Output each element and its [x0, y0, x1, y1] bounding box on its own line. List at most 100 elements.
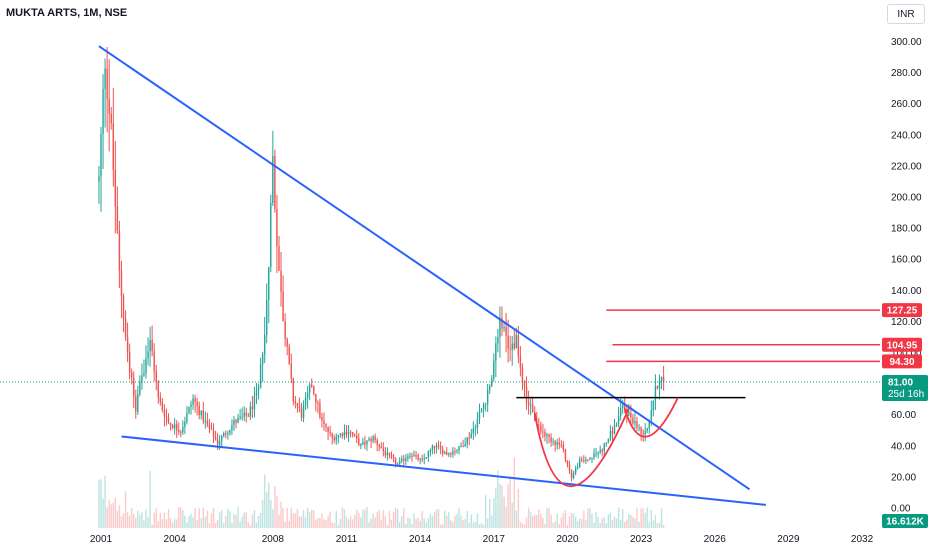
candle[interactable] [427, 450, 430, 462]
candle[interactable] [263, 316, 266, 364]
candle[interactable] [274, 149, 276, 213]
candle[interactable] [116, 186, 119, 235]
candle[interactable] [345, 425, 348, 439]
candle[interactable] [443, 450, 446, 455]
candle[interactable] [157, 380, 159, 404]
candle[interactable] [488, 383, 491, 394]
candle[interactable] [597, 451, 599, 459]
candle[interactable] [304, 392, 307, 410]
candle[interactable] [642, 429, 644, 442]
candle[interactable] [141, 363, 143, 390]
candle[interactable] [574, 465, 577, 476]
candle[interactable] [421, 454, 423, 463]
candle[interactable] [636, 416, 638, 432]
candle[interactable] [548, 433, 550, 444]
candle[interactable] [347, 425, 350, 443]
candle[interactable] [583, 455, 585, 464]
candle[interactable] [343, 424, 346, 440]
candle[interactable] [110, 106, 112, 130]
candle[interactable] [188, 406, 190, 415]
candle[interactable] [448, 452, 450, 458]
candle[interactable] [380, 442, 382, 449]
candles[interactable] [98, 46, 665, 482]
candle[interactable] [255, 383, 258, 404]
candle[interactable] [470, 428, 473, 439]
candle[interactable] [423, 453, 425, 465]
candle[interactable] [124, 310, 127, 341]
candle[interactable] [108, 59, 110, 152]
candle[interactable] [542, 423, 544, 439]
candle[interactable] [544, 428, 546, 442]
candle[interactable] [306, 385, 309, 409]
candle[interactable] [599, 445, 601, 455]
candle[interactable] [186, 406, 188, 425]
candle[interactable] [374, 433, 376, 444]
candle[interactable] [135, 389, 137, 419]
candle[interactable] [251, 395, 254, 419]
candle[interactable] [353, 433, 356, 438]
candle[interactable] [333, 434, 335, 444]
candle[interactable] [646, 427, 648, 434]
candle[interactable] [462, 439, 464, 448]
candle[interactable] [122, 293, 125, 333]
candle[interactable] [552, 438, 554, 446]
symbol-title[interactable]: MUKTA ARTS, 1M, NSE [6, 7, 128, 19]
candle[interactable] [556, 438, 558, 450]
candle[interactable] [484, 402, 487, 412]
candle[interactable] [419, 457, 421, 465]
candle[interactable] [632, 413, 634, 426]
candle[interactable] [139, 375, 141, 397]
candle[interactable] [247, 412, 250, 418]
price-axis[interactable]: 300.00 280.00 260.00 240.00 220.00 200.00 180.… [891, 37, 922, 515]
candle[interactable] [284, 313, 286, 347]
candle[interactable] [300, 402, 303, 422]
candle[interactable] [503, 323, 505, 332]
candle[interactable] [272, 130, 274, 206]
candle[interactable] [499, 306, 501, 358]
candle[interactable] [212, 423, 215, 444]
candle[interactable] [292, 377, 295, 406]
candle[interactable] [210, 422, 213, 430]
candle[interactable] [560, 440, 563, 448]
candle[interactable] [241, 407, 243, 421]
candle[interactable] [331, 432, 333, 445]
candle[interactable] [454, 447, 456, 456]
candle[interactable] [372, 434, 374, 444]
candle[interactable] [366, 440, 368, 451]
candle[interactable] [208, 419, 211, 434]
candle[interactable] [370, 436, 372, 448]
candle[interactable] [441, 445, 444, 457]
candle[interactable] [143, 359, 145, 377]
candle[interactable] [491, 375, 493, 388]
candle[interactable] [180, 429, 182, 438]
candle[interactable] [652, 400, 655, 417]
candle[interactable] [527, 390, 530, 415]
candle[interactable] [220, 434, 223, 448]
candle[interactable] [388, 452, 391, 459]
candle[interactable] [525, 376, 528, 410]
lower-trendline[interactable] [121, 435, 767, 506]
candle[interactable] [523, 380, 526, 398]
candle[interactable] [505, 312, 507, 353]
candle[interactable] [356, 429, 358, 444]
candle[interactable] [280, 251, 282, 307]
candle[interactable] [562, 441, 565, 453]
candle[interactable] [206, 412, 209, 428]
candle[interactable] [223, 431, 225, 438]
upper-trendline[interactable] [98, 45, 751, 491]
candle[interactable] [572, 470, 575, 480]
candle[interactable] [151, 325, 153, 357]
candle[interactable] [335, 433, 337, 445]
candle[interactable] [325, 423, 327, 433]
candle[interactable] [511, 336, 513, 366]
candle[interactable] [259, 357, 262, 389]
candle[interactable] [308, 382, 311, 401]
candle[interactable] [458, 445, 460, 455]
candle[interactable] [161, 398, 164, 413]
candle[interactable] [130, 368, 133, 385]
candle[interactable] [261, 351, 264, 382]
candle[interactable] [398, 457, 401, 467]
candle[interactable] [171, 423, 174, 430]
candle[interactable] [531, 396, 534, 413]
